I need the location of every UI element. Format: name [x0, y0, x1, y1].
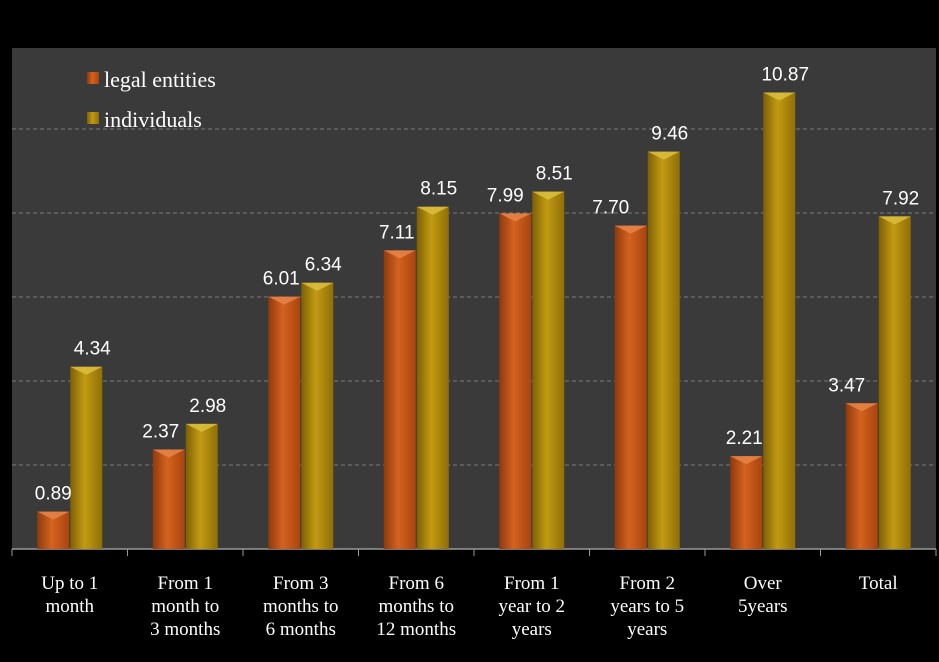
bar-legal-entities-2: [268, 296, 301, 549]
bar-cap-legal-entities-4: [499, 213, 532, 222]
bar-cap-legal-entities-0: [37, 511, 70, 520]
x-tick-label-4: From 1 year to 2 years: [499, 573, 565, 640]
bar-individuals-2: [301, 282, 334, 549]
bar-cap-individuals-2: [301, 282, 334, 291]
data-label-individuals-5: 9.46: [651, 124, 688, 145]
data-label-legal-entities-1: 2.37: [142, 421, 179, 442]
bar-individuals-4: [532, 191, 565, 549]
legend-label-individuals: individuals: [104, 107, 202, 132]
data-label-legal-entities-7: 3.47: [828, 375, 865, 396]
bar-individuals-1: [185, 423, 218, 549]
x-axis-ticks: [11, 549, 937, 556]
bar-cap-individuals-3: [416, 206, 449, 215]
bar-legal-entities-4: [499, 213, 532, 550]
bar-cap-legal-entities-1: [152, 449, 185, 458]
bar-individuals-0: [70, 366, 103, 549]
bars: [37, 92, 911, 550]
bar-cap-individuals-5: [647, 151, 680, 160]
bar-individuals-5: [647, 151, 680, 549]
bar-cap-legal-entities-2: [268, 296, 301, 305]
data-label-legal-entities-6: 2.21: [726, 428, 763, 449]
x-tick-label-0: Up to 1 month: [41, 573, 98, 617]
bar-legal-entities-3: [383, 250, 416, 549]
legend-label-legal-entities: legal entities: [104, 67, 216, 92]
x-tick-label-5: From 2 years to 5 years: [610, 573, 684, 640]
data-label-individuals-1: 2.98: [189, 396, 226, 417]
data-label-legal-entities-0: 0.89: [35, 484, 72, 505]
data-label-individuals-6: 10.87: [761, 64, 809, 85]
x-tick-label-3: From 6 months to 12 months: [376, 573, 456, 640]
bar-legal-entities-7: [845, 403, 878, 549]
data-label-legal-entities-5: 7.70: [592, 198, 629, 219]
legend-item-legal-entities: legal entities: [87, 67, 216, 92]
legend-swatch-individuals: [87, 112, 99, 124]
bar-legal-entities-1: [152, 449, 185, 549]
x-axis-labels: Up to 1 month From 1 month to 3 months From 3…: [41, 573, 897, 640]
data-label-individuals-7: 7.92: [882, 188, 919, 209]
legend: legal entities individuals: [87, 67, 216, 132]
data-label-individuals-0: 4.34: [74, 339, 111, 360]
bar-legal-entities-6: [730, 456, 763, 549]
bar-individuals-7: [878, 216, 911, 550]
bar-cap-legal-entities-3: [383, 250, 416, 259]
bar-cap-individuals-6: [763, 92, 796, 101]
bar-cap-individuals-7: [878, 216, 911, 225]
bar-cap-individuals-4: [532, 191, 565, 200]
bar-cap-legal-entities-7: [845, 403, 878, 412]
bar-individuals-6: [763, 92, 796, 550]
data-label-individuals-4: 8.51: [536, 164, 573, 185]
data-label-individuals-2: 6.34: [305, 255, 342, 276]
x-tick-label-1: From 1 month to 3 months: [150, 573, 220, 640]
data-labels: 0.89 4.34 2.37 2.98 6.016.34 7.11 8.15 7.99 8.51…: [35, 64, 919, 504]
x-tick-label-7: Total: [859, 573, 898, 594]
x-tick-label-2: From 3 months to 6 months: [263, 573, 338, 640]
bar-cap-legal-entities-6: [730, 456, 763, 465]
data-label-legal-entities-4: 7.99: [487, 185, 524, 206]
data-label-legal-entities-2: 6.01: [263, 269, 300, 290]
bar-cap-individuals-0: [70, 366, 103, 375]
data-label-individuals-3: 8.15: [420, 179, 457, 200]
bar-cap-legal-entities-5: [614, 225, 647, 234]
bar-individuals-3: [416, 206, 449, 549]
bar-cap-individuals-1: [185, 423, 218, 432]
bar-legal-entities-5: [614, 225, 647, 549]
data-label-legal-entities-3: 7.11: [379, 222, 415, 243]
legend-item-individuals: individuals: [87, 107, 202, 132]
x-tick-label-6: Over 5years: [738, 573, 788, 617]
legend-swatch-legal-entities: [87, 72, 99, 84]
